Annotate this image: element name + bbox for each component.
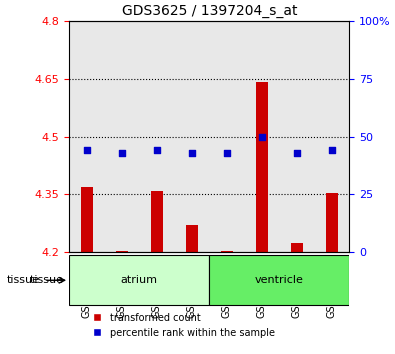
Text: tissue: tissue (30, 275, 66, 285)
Text: tissue: tissue (7, 275, 40, 285)
Point (154, 148, 160, 153)
Bar (245, 21, 279, 252)
Bar (116, 251, 128, 252)
Point (118, 150, 125, 155)
Bar (279, 21, 314, 252)
Bar (291, 243, 303, 252)
Point (329, 148, 335, 153)
Bar (151, 190, 163, 252)
Bar (209, 21, 245, 252)
Bar (81, 187, 93, 252)
Bar (314, 21, 350, 252)
Bar (139, 21, 174, 252)
FancyBboxPatch shape (209, 255, 350, 305)
Title: GDS3625 / 1397204_s_at: GDS3625 / 1397204_s_at (122, 4, 297, 18)
Bar (326, 193, 338, 252)
Text: atrium: atrium (121, 275, 158, 285)
Legend: transformed count, percentile rank within the sample: transformed count, percentile rank withi… (88, 309, 278, 341)
FancyBboxPatch shape (69, 255, 209, 305)
Bar (174, 21, 209, 252)
Bar (221, 251, 233, 252)
Point (84, 148, 90, 153)
Point (189, 150, 195, 155)
Text: ventricle: ventricle (255, 275, 304, 285)
Bar (186, 225, 198, 252)
Point (259, 134, 265, 139)
Point (294, 150, 300, 155)
Point (224, 150, 230, 155)
Bar (104, 21, 139, 252)
Bar (69, 21, 104, 252)
Bar (256, 82, 268, 252)
